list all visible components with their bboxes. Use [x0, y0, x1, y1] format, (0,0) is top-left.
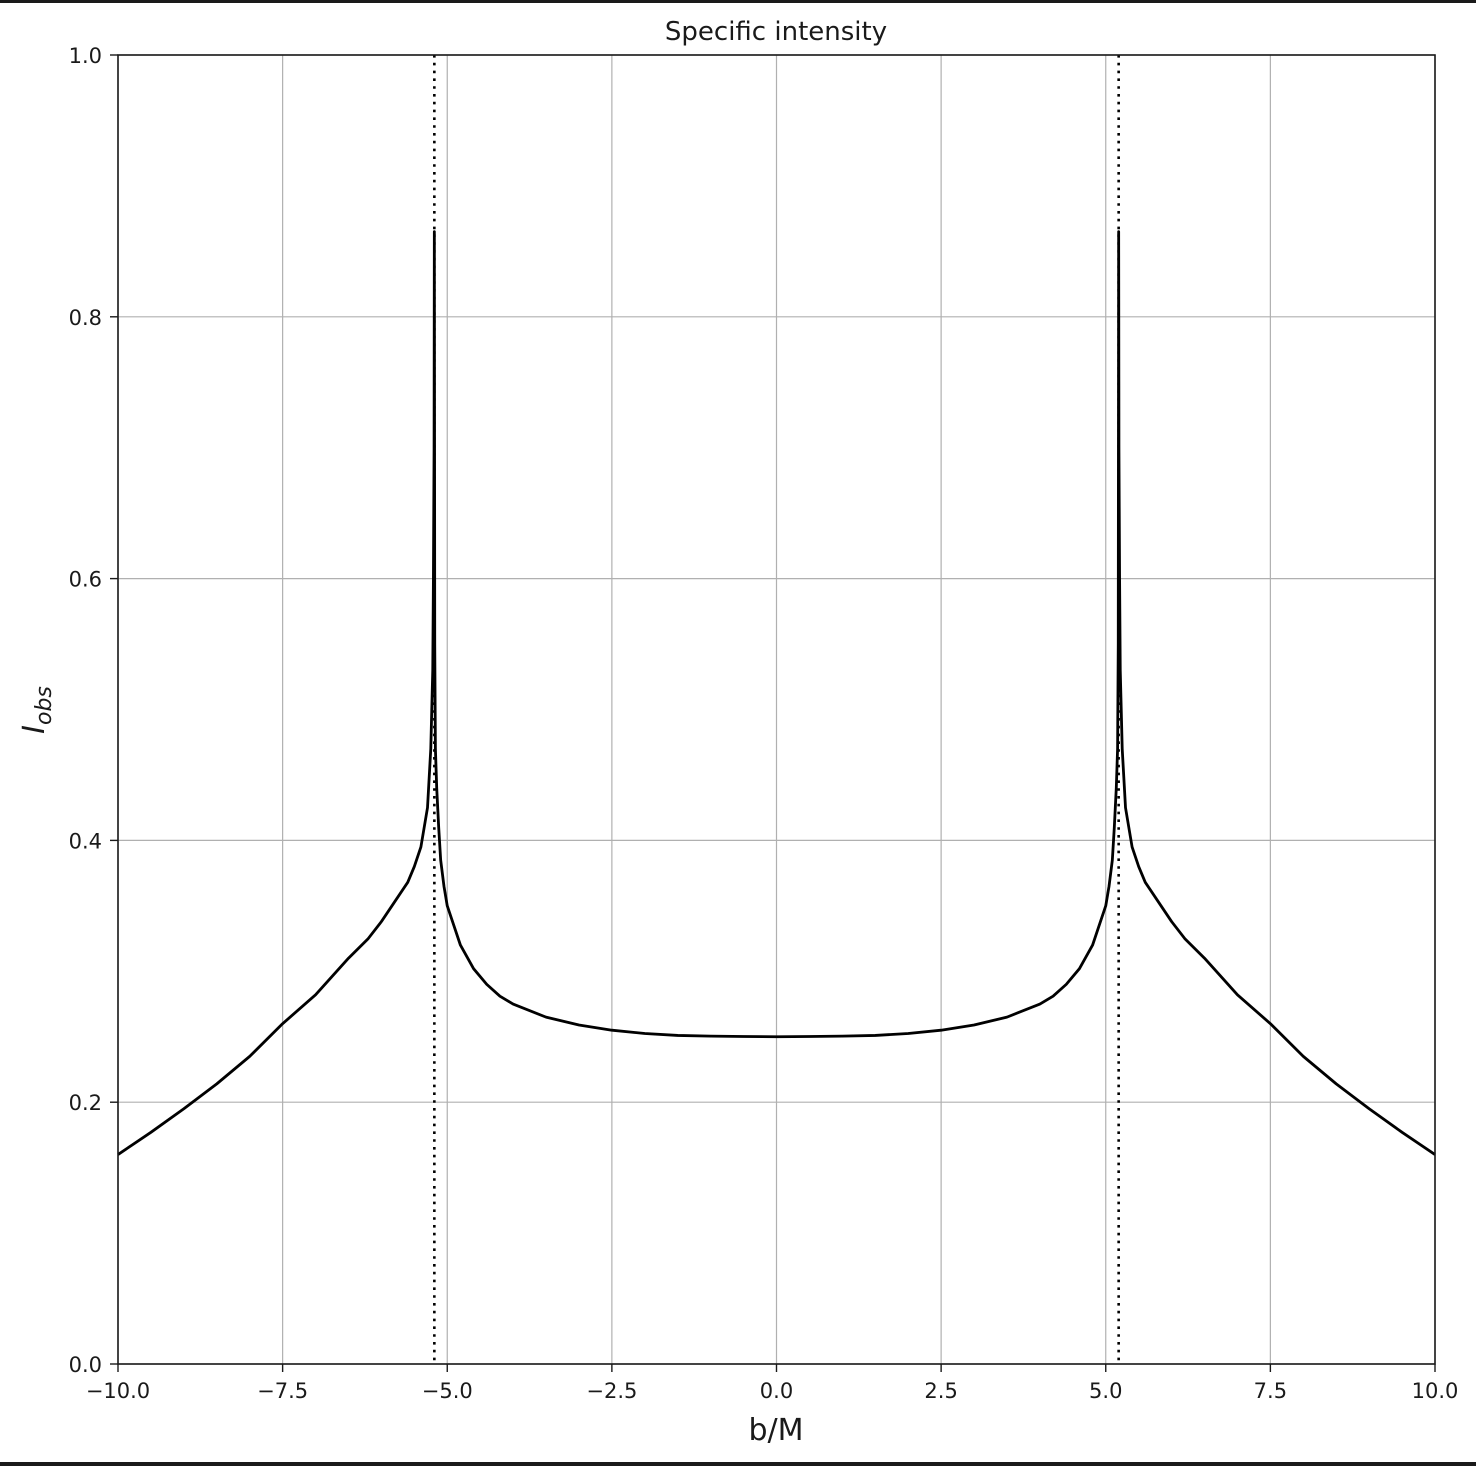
x-tick-label: −5.0	[422, 1379, 473, 1403]
y-tick-label: 1.0	[69, 44, 102, 68]
bottom-border	[0, 1462, 1476, 1466]
y-axis-label: Iobs	[17, 686, 57, 734]
y-axis-ticks: 0.0 0.2 0.4 0.6 0.8 1.0	[69, 44, 118, 1377]
y-axis-label-subscript: obs	[32, 686, 57, 725]
top-border	[0, 0, 1476, 3]
intensity-curve	[117, 230, 1436, 1156]
chart-title: Specific intensity	[665, 17, 887, 47]
x-tick-label: 10.0	[1412, 1379, 1459, 1403]
grid-lines	[117, 54, 1436, 1365]
x-tick-label: 2.5	[924, 1379, 957, 1403]
y-tick-label: 0.2	[69, 1091, 102, 1115]
x-axis-label: b/M	[748, 1413, 803, 1448]
x-tick-label: 0.0	[760, 1379, 793, 1403]
x-tick-label: 5.0	[1089, 1379, 1122, 1403]
y-tick-label: 0.4	[69, 829, 102, 853]
y-tick-label: 0.0	[69, 1353, 102, 1377]
x-tick-label: −2.5	[586, 1379, 637, 1403]
x-axis-ticks: −10.0 −7.5 −5.0 −2.5 0.0 2.5 5.0 7.5 10.0	[86, 1364, 1459, 1403]
y-tick-label: 0.8	[69, 306, 102, 330]
x-tick-label: −10.0	[86, 1379, 150, 1403]
x-tick-label: −7.5	[257, 1379, 308, 1403]
x-tick-label: 7.5	[1254, 1379, 1287, 1403]
series-group	[117, 230, 1436, 1156]
y-axis-label-main: I	[17, 725, 52, 734]
y-tick-label: 0.6	[69, 568, 102, 592]
